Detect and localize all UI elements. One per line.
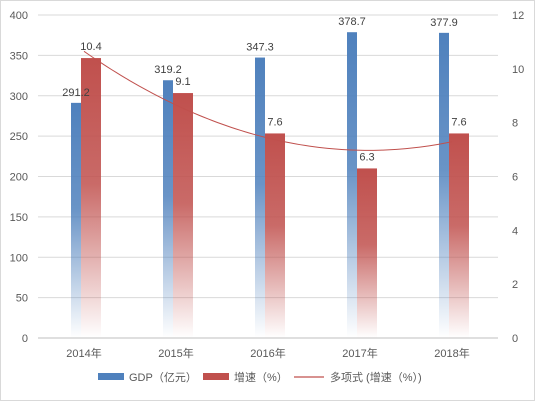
bar-growth (81, 58, 101, 339)
x-tick: 2018年 (434, 346, 469, 360)
x-tick: 2015年 (158, 346, 193, 360)
data-labels: 291.2 10.4 319.29.1 347.3 7.6 378.7 6.3 377.9 7.… (62, 16, 466, 163)
y-left-tick: 300 (10, 91, 28, 103)
legend-swatch-growth (203, 373, 229, 380)
data-label-gdp: 378.7 (338, 16, 366, 28)
axes: 0 50 100 150 200 250 300 350 400 0 2 4 6 8 10 12 2014年 20… (10, 10, 525, 360)
data-label-gdp: 347.3 (246, 42, 274, 54)
bar-growth (173, 93, 193, 338)
bars (71, 32, 469, 339)
x-tick: 2017年 (342, 346, 377, 360)
bar-gdp (347, 32, 357, 339)
bar-gdp (255, 57, 265, 339)
legend: GDP（亿元） 增速（%） 多项式 (增速（%）) (98, 370, 422, 384)
data-label-growth: 7.6 (451, 116, 466, 128)
y-left-tick: 100 (10, 252, 28, 264)
y-right-tick: 10 (512, 64, 524, 76)
legend-label-gdp: GDP（亿元） (129, 371, 197, 384)
legend-label-trendline: 多项式 (增速（%）) (330, 370, 422, 384)
data-label-growth: 7.6 (267, 116, 282, 128)
bar-growth (449, 133, 469, 338)
y-left-tick: 150 (10, 212, 28, 224)
y-left-tick: 250 (10, 131, 28, 143)
legend-swatch-gdp (98, 373, 124, 380)
y-right-tick: 8 (512, 118, 518, 130)
trendline (83, 50, 453, 151)
data-label-growth: 6.3 (359, 151, 374, 163)
bar-gdp (71, 102, 81, 338)
bar-growth (357, 168, 377, 338)
trendline-path (83, 50, 453, 151)
y-left-tick: 400 (10, 10, 28, 22)
x-tick: 2014年 (66, 346, 101, 360)
data-label-gdp: 377.9 (430, 17, 458, 29)
y-left-tick: 50 (16, 293, 28, 305)
bar-growth (265, 133, 285, 338)
y-right-tick: 4 (512, 225, 518, 237)
data-label-growth: 10.4 (80, 41, 101, 53)
data-label-gdp: 319.2 (154, 64, 182, 76)
bar-gdp (439, 32, 449, 338)
bar-gdp (163, 80, 173, 338)
legend-label-growth: 增速（%） (234, 370, 288, 384)
y-left-tick: 0 (22, 333, 28, 345)
data-label-gdp: 291.2 (62, 87, 90, 99)
y-right-tick: 6 (512, 172, 518, 184)
y-right-tick: 12 (512, 10, 524, 22)
y-right-tick: 0 (512, 333, 518, 345)
y-right-tick: 2 (512, 279, 518, 291)
y-left-tick: 350 (10, 50, 28, 62)
x-tick: 2016年 (250, 346, 285, 360)
y-left-tick: 200 (10, 172, 28, 184)
data-label-growth: 9.1 (175, 76, 190, 88)
